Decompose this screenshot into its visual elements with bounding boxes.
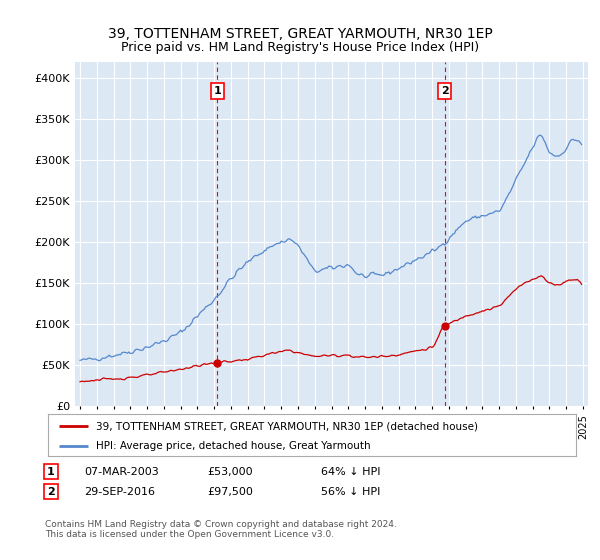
Text: Contains HM Land Registry data © Crown copyright and database right 2024.
This d: Contains HM Land Registry data © Crown c… [45, 520, 397, 539]
Text: 39, TOTTENHAM STREET, GREAT YARMOUTH, NR30 1EP (detached house): 39, TOTTENHAM STREET, GREAT YARMOUTH, NR… [95, 421, 478, 431]
Text: 56% ↓ HPI: 56% ↓ HPI [321, 487, 380, 497]
Text: 64% ↓ HPI: 64% ↓ HPI [321, 466, 380, 477]
Text: 39, TOTTENHAM STREET, GREAT YARMOUTH, NR30 1EP: 39, TOTTENHAM STREET, GREAT YARMOUTH, NR… [107, 27, 493, 41]
Text: 29-SEP-2016: 29-SEP-2016 [84, 487, 155, 497]
Text: 1: 1 [47, 466, 55, 477]
Text: £97,500: £97,500 [207, 487, 253, 497]
Text: 07-MAR-2003: 07-MAR-2003 [84, 466, 159, 477]
Text: 1: 1 [214, 86, 221, 96]
Text: Price paid vs. HM Land Registry's House Price Index (HPI): Price paid vs. HM Land Registry's House … [121, 41, 479, 54]
Text: £53,000: £53,000 [207, 466, 253, 477]
Text: HPI: Average price, detached house, Great Yarmouth: HPI: Average price, detached house, Grea… [95, 441, 370, 451]
Text: 2: 2 [441, 86, 449, 96]
Text: 2: 2 [47, 487, 55, 497]
